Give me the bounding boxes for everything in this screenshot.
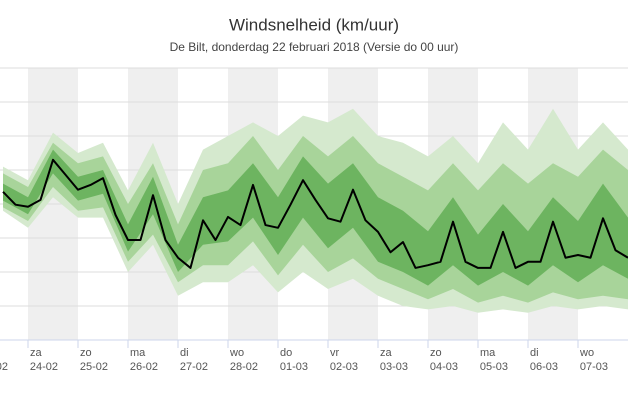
x-tick-day: vr <box>330 347 340 359</box>
x-tick-label: 28-02 <box>230 361 258 373</box>
x-tick-label: 05-03 <box>480 361 508 373</box>
x-tick-label: 24-02 <box>30 361 58 373</box>
x-tick-day: zo <box>80 347 92 359</box>
chart-title: Windsnelheid (km/uur) <box>229 15 399 34</box>
x-tick-day: zo <box>430 347 442 359</box>
x-tick-day: za <box>30 347 43 359</box>
x-tick-day: wo <box>579 347 594 359</box>
x-tick-day: di <box>530 347 539 359</box>
band-area <box>3 149 628 286</box>
chart-subtitle: De Bilt, donderdag 22 februari 2018 (Ver… <box>170 40 459 54</box>
x-tick-label: 25-02 <box>80 361 108 373</box>
x-tick-day: wo <box>229 347 244 359</box>
x-tick-label: 26-02 <box>130 361 158 373</box>
x-tick-label: 02-03 <box>330 361 358 373</box>
x-tick-label: 01-03 <box>280 361 308 373</box>
x-tick-label: 27-02 <box>180 361 208 373</box>
x-tick-day: do <box>280 347 292 359</box>
x-tick-day: di <box>180 347 189 359</box>
x-tick-label: 02 <box>0 361 8 373</box>
median-line <box>2 158 628 269</box>
x-tick-label: 03-03 <box>380 361 408 373</box>
x-tick-label: 07-03 <box>580 361 608 373</box>
x-tick-label: 04-03 <box>430 361 458 373</box>
x-tick-day: ma <box>130 347 146 359</box>
x-tick-day: za <box>380 347 393 359</box>
x-tick-day: ma <box>480 347 496 359</box>
x-tick-label: 06-03 <box>530 361 558 373</box>
